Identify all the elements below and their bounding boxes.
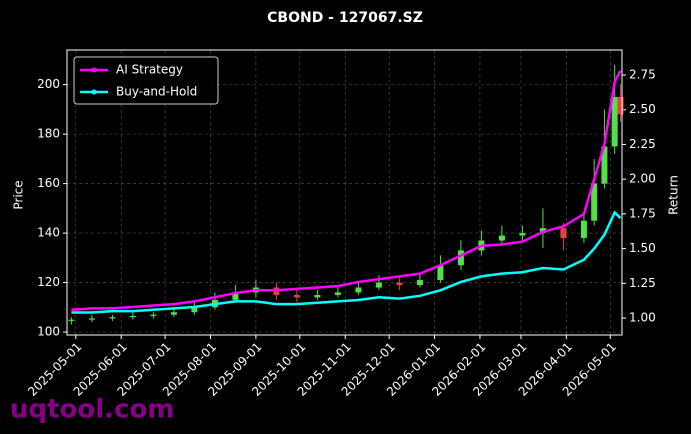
candle-body <box>191 307 198 313</box>
y2-tick-label: 2.50 <box>629 102 656 116</box>
y2-tick-label: 1.50 <box>629 241 656 255</box>
candle-body <box>560 228 567 239</box>
candle-body <box>129 315 136 318</box>
series-line <box>71 70 622 311</box>
candle-body <box>437 265 444 281</box>
y-tick-label: 140 <box>37 226 60 240</box>
y2-tick-label: 1.25 <box>629 276 656 290</box>
candle-body <box>498 235 505 241</box>
candle-body <box>375 282 382 288</box>
plot-frame <box>66 49 623 336</box>
y-tick-label: 200 <box>37 77 60 91</box>
legend-label: Buy-and-Hold <box>116 85 197 99</box>
y-axis-label: Price <box>12 180 26 209</box>
y2-tick-label: 1.00 <box>629 311 656 325</box>
candle-body <box>150 314 157 316</box>
watermark: uqtool.com <box>10 395 174 425</box>
candle-body <box>293 294 300 298</box>
candle-body <box>539 228 546 234</box>
candle-body <box>68 319 75 321</box>
candle-body <box>457 250 464 266</box>
y-tick-label: 180 <box>37 127 60 141</box>
candle-body <box>314 294 321 298</box>
y-tick-label: 120 <box>37 275 60 289</box>
candle-body <box>601 146 608 184</box>
candle-body <box>88 318 95 320</box>
legend: AI Strategy Buy-and-Hold <box>73 56 219 105</box>
y2-tick-label: 1.75 <box>629 206 656 220</box>
y2-tick-label: 2.75 <box>629 68 656 82</box>
candle-body <box>355 287 362 293</box>
y2-axis-label: Return <box>667 175 681 215</box>
candle-body <box>416 280 423 286</box>
candle-body <box>611 97 618 147</box>
candle-body <box>580 220 587 239</box>
y2-tick-label: 2.25 <box>629 137 656 151</box>
candle-body <box>617 97 624 115</box>
candle-body <box>170 312 177 315</box>
chart-title: CBOND - 127067.SZ <box>267 10 423 26</box>
y2-tick-label: 2.00 <box>629 172 656 186</box>
legend-marker <box>91 67 97 73</box>
legend-label: AI Strategy <box>116 63 183 77</box>
legend-marker <box>91 89 97 95</box>
candle-body <box>232 292 239 300</box>
candle-body <box>519 233 526 236</box>
series-line <box>71 210 622 314</box>
y-tick-label: 100 <box>37 325 60 339</box>
candle-body <box>591 183 598 221</box>
legend-box <box>73 56 219 105</box>
candle-body <box>396 282 403 286</box>
candle-body <box>109 317 116 319</box>
candle-body <box>334 292 341 295</box>
y-tick-label: 160 <box>37 176 60 190</box>
